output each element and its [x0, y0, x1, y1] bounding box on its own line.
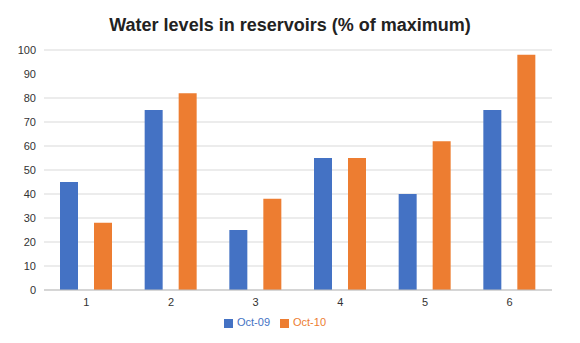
svg-text:50: 50 — [24, 164, 36, 176]
svg-text:40: 40 — [24, 188, 36, 200]
svg-text:4: 4 — [337, 296, 343, 308]
svg-text:0: 0 — [30, 284, 36, 296]
html-text:Oct-09: Oct-09 — [237, 316, 270, 328]
svg-text:10: 10 — [24, 260, 36, 272]
svg-text:90: 90 — [24, 68, 36, 80]
html-text:Water levels in reservoirs (%: Water levels in reservoirs (% of maximum… — [109, 15, 471, 35]
svg-text:60: 60 — [24, 140, 36, 152]
svg-text:70: 70 — [24, 116, 36, 128]
svg-text:20: 20 — [24, 236, 36, 248]
svg-text:6: 6 — [507, 296, 513, 308]
svg-text:5: 5 — [422, 296, 428, 308]
svg-text:3: 3 — [253, 296, 259, 308]
svg-text:100: 100 — [18, 44, 36, 56]
html-text:Oct-10: Oct-10 — [293, 316, 326, 328]
svg-text:2: 2 — [168, 296, 174, 308]
svg-text:80: 80 — [24, 92, 36, 104]
svg-text:30: 30 — [24, 212, 36, 224]
svg-text:1: 1 — [83, 296, 89, 308]
